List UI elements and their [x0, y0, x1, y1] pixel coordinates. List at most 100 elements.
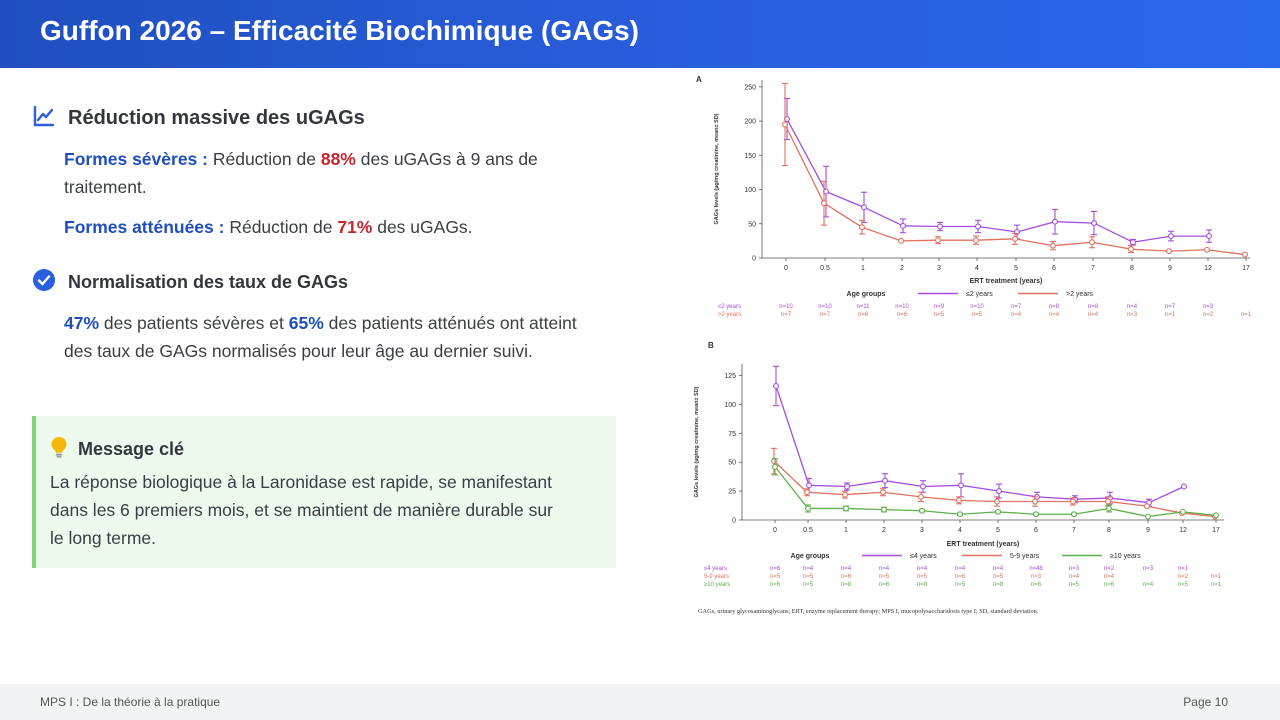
n-value: n=6 [770, 582, 781, 588]
n-value: n=8 [1049, 304, 1060, 310]
section-reduction-heading: Réduction massive des uGAGs [32, 104, 365, 133]
data-point [935, 237, 941, 244]
n-value: n=2 [1203, 312, 1214, 318]
data-point [996, 488, 1002, 495]
n-value: n=10 [779, 304, 793, 310]
attenuated-reduction-value: 71% [337, 217, 373, 237]
n-value: n=5 [1178, 582, 1189, 588]
data-point [1181, 483, 1187, 490]
n-value: n=5 [803, 582, 814, 588]
n-value: n=3 [1127, 312, 1138, 318]
n-value: n=4 [1088, 312, 1099, 318]
data-point [1050, 242, 1056, 249]
n-value: n=4 [841, 566, 852, 572]
panel-A-label: A [696, 75, 702, 84]
n-value: n=5 [955, 582, 966, 588]
n-value: n=4 [1069, 574, 1080, 580]
n-value: n=1 [1165, 312, 1176, 318]
data-point [859, 224, 865, 231]
data-point [956, 497, 962, 504]
data-point [898, 237, 904, 244]
data-point [1071, 511, 1077, 518]
check-circle-icon [32, 268, 56, 297]
data-point [843, 505, 849, 512]
y-tick-label: 125 [724, 373, 736, 380]
n-value: n=8 [917, 582, 928, 588]
y-tick-label: 150 [744, 153, 756, 160]
y-tick-label: 75 [728, 431, 736, 438]
x-tick-label: 17 [1212, 527, 1220, 534]
legend-entry: ≥10 years [1110, 553, 1141, 560]
data-point [1130, 239, 1136, 246]
data-point [1012, 235, 1018, 242]
x-tick-label: 0 [784, 265, 788, 272]
x-tick-label: 3 [920, 527, 924, 534]
data-point [1089, 239, 1095, 246]
data-point [1105, 498, 1111, 505]
data-point [1242, 251, 1248, 258]
n-value: n=2 [1104, 566, 1115, 572]
key-message-title: Message clé [78, 439, 185, 459]
section-normalisation-title: Normalisation des taux de GAGs [68, 272, 349, 292]
footer-course-title: MPS I : De la théorie à la pratique [40, 695, 221, 709]
n-value: n=11 [856, 304, 870, 310]
data-point [918, 493, 924, 500]
n-value: n=5 [993, 574, 1004, 580]
n-value: n=5 [879, 574, 890, 580]
x-tick-label: 6 [1034, 527, 1038, 534]
legend-title: Age groups [847, 291, 886, 298]
x-tick-label: 9 [1146, 527, 1150, 534]
x-tick-label: 4 [958, 527, 962, 534]
n-value: n=5 [803, 574, 814, 580]
y-tick-label: 200 [744, 119, 756, 126]
attenuated-text-a: Réduction de [224, 217, 338, 237]
severe-forms-label: Formes sévères : [64, 149, 208, 169]
trend-up-icon [32, 104, 56, 133]
normalisation-text-b: des patients atténués ont atteint des ta… [64, 313, 577, 361]
data-point [957, 511, 963, 518]
n-value: n=9 [934, 304, 945, 310]
section-reduction-title: Réduction massive des uGAGs [68, 107, 365, 129]
slide-footer: MPS I : De la théorie à la pratique Page… [0, 684, 1280, 720]
data-point [975, 223, 981, 230]
page-number: Page 10 [1183, 695, 1228, 709]
n-value: n=6 [770, 566, 781, 572]
data-point [771, 458, 777, 465]
data-point [994, 498, 1000, 505]
y-tick-label: 0 [732, 518, 736, 525]
n-value: n=3 [1069, 566, 1080, 572]
panel-A-y-axis-label: GAGs levels (µg/mg creatinine, mean± SD) [714, 113, 720, 224]
x-tick-label: 12 [1179, 527, 1187, 534]
n-value: n=4 [1143, 582, 1154, 588]
n-value: n=5 [917, 574, 928, 580]
x-tick-label: 7 [1072, 527, 1076, 534]
slide-title: Guffon 2026 – Efficacité Biochimique (GA… [40, 15, 640, 46]
n-value: n=7 [1165, 304, 1176, 310]
n-row-label: ≥10 years [704, 582, 730, 588]
n-row-label: >2 years [718, 312, 741, 318]
n-value: n=7 [781, 312, 792, 318]
data-point [804, 489, 810, 496]
data-point [1166, 248, 1172, 255]
n-value: n=8 [841, 582, 852, 588]
panel-B-y-axis-label: GAGs levels (µg/mg creatinine, mean± SD) [694, 386, 700, 497]
y-tick-label: 0 [752, 256, 756, 263]
n-value: n=1 [1211, 574, 1222, 580]
legend-title: Age groups [791, 553, 830, 560]
panel-B-label: B [708, 341, 714, 350]
x-tick-label: 2 [882, 527, 886, 534]
n-value: n=8 [993, 582, 1004, 588]
data-point [919, 507, 925, 514]
n-value: n=5 [770, 574, 781, 580]
n-value: n=6 [955, 574, 966, 580]
data-point [1206, 233, 1212, 240]
y-tick-label: 50 [748, 221, 756, 228]
slide-header: Guffon 2026 – Efficacité Biochimique (GA… [0, 0, 1280, 68]
data-point [920, 483, 926, 490]
panel-A-x-axis-label: ERT treatment (years) [970, 278, 1043, 285]
n-value: n=4 [1011, 312, 1022, 318]
data-point [1168, 233, 1174, 240]
data-point [1145, 513, 1151, 520]
key-message-heading: Message clé [50, 436, 184, 463]
